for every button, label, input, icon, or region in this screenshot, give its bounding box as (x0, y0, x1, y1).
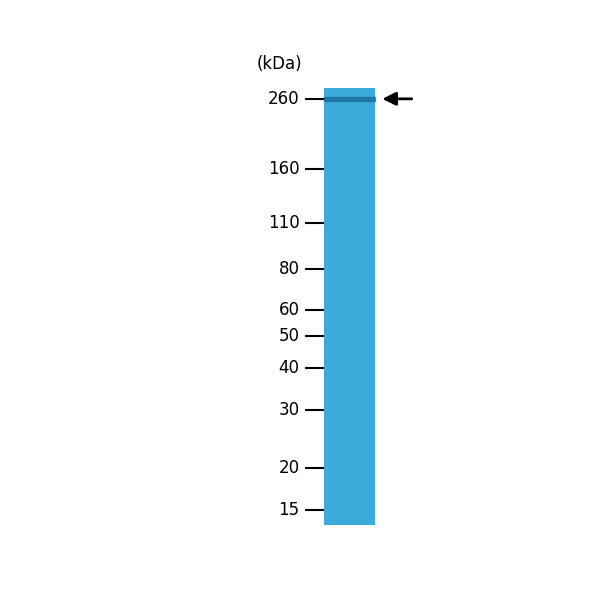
Text: (kDa): (kDa) (257, 55, 302, 73)
Text: 50: 50 (278, 327, 299, 345)
Text: 20: 20 (278, 459, 299, 477)
Text: 160: 160 (268, 160, 299, 178)
Text: 40: 40 (278, 359, 299, 377)
Text: 30: 30 (278, 401, 299, 419)
Text: 110: 110 (268, 214, 299, 232)
Text: 80: 80 (278, 260, 299, 278)
Text: 15: 15 (278, 500, 299, 518)
Bar (324, 88, 375, 525)
Text: 260: 260 (268, 90, 299, 108)
Text: 60: 60 (278, 301, 299, 319)
